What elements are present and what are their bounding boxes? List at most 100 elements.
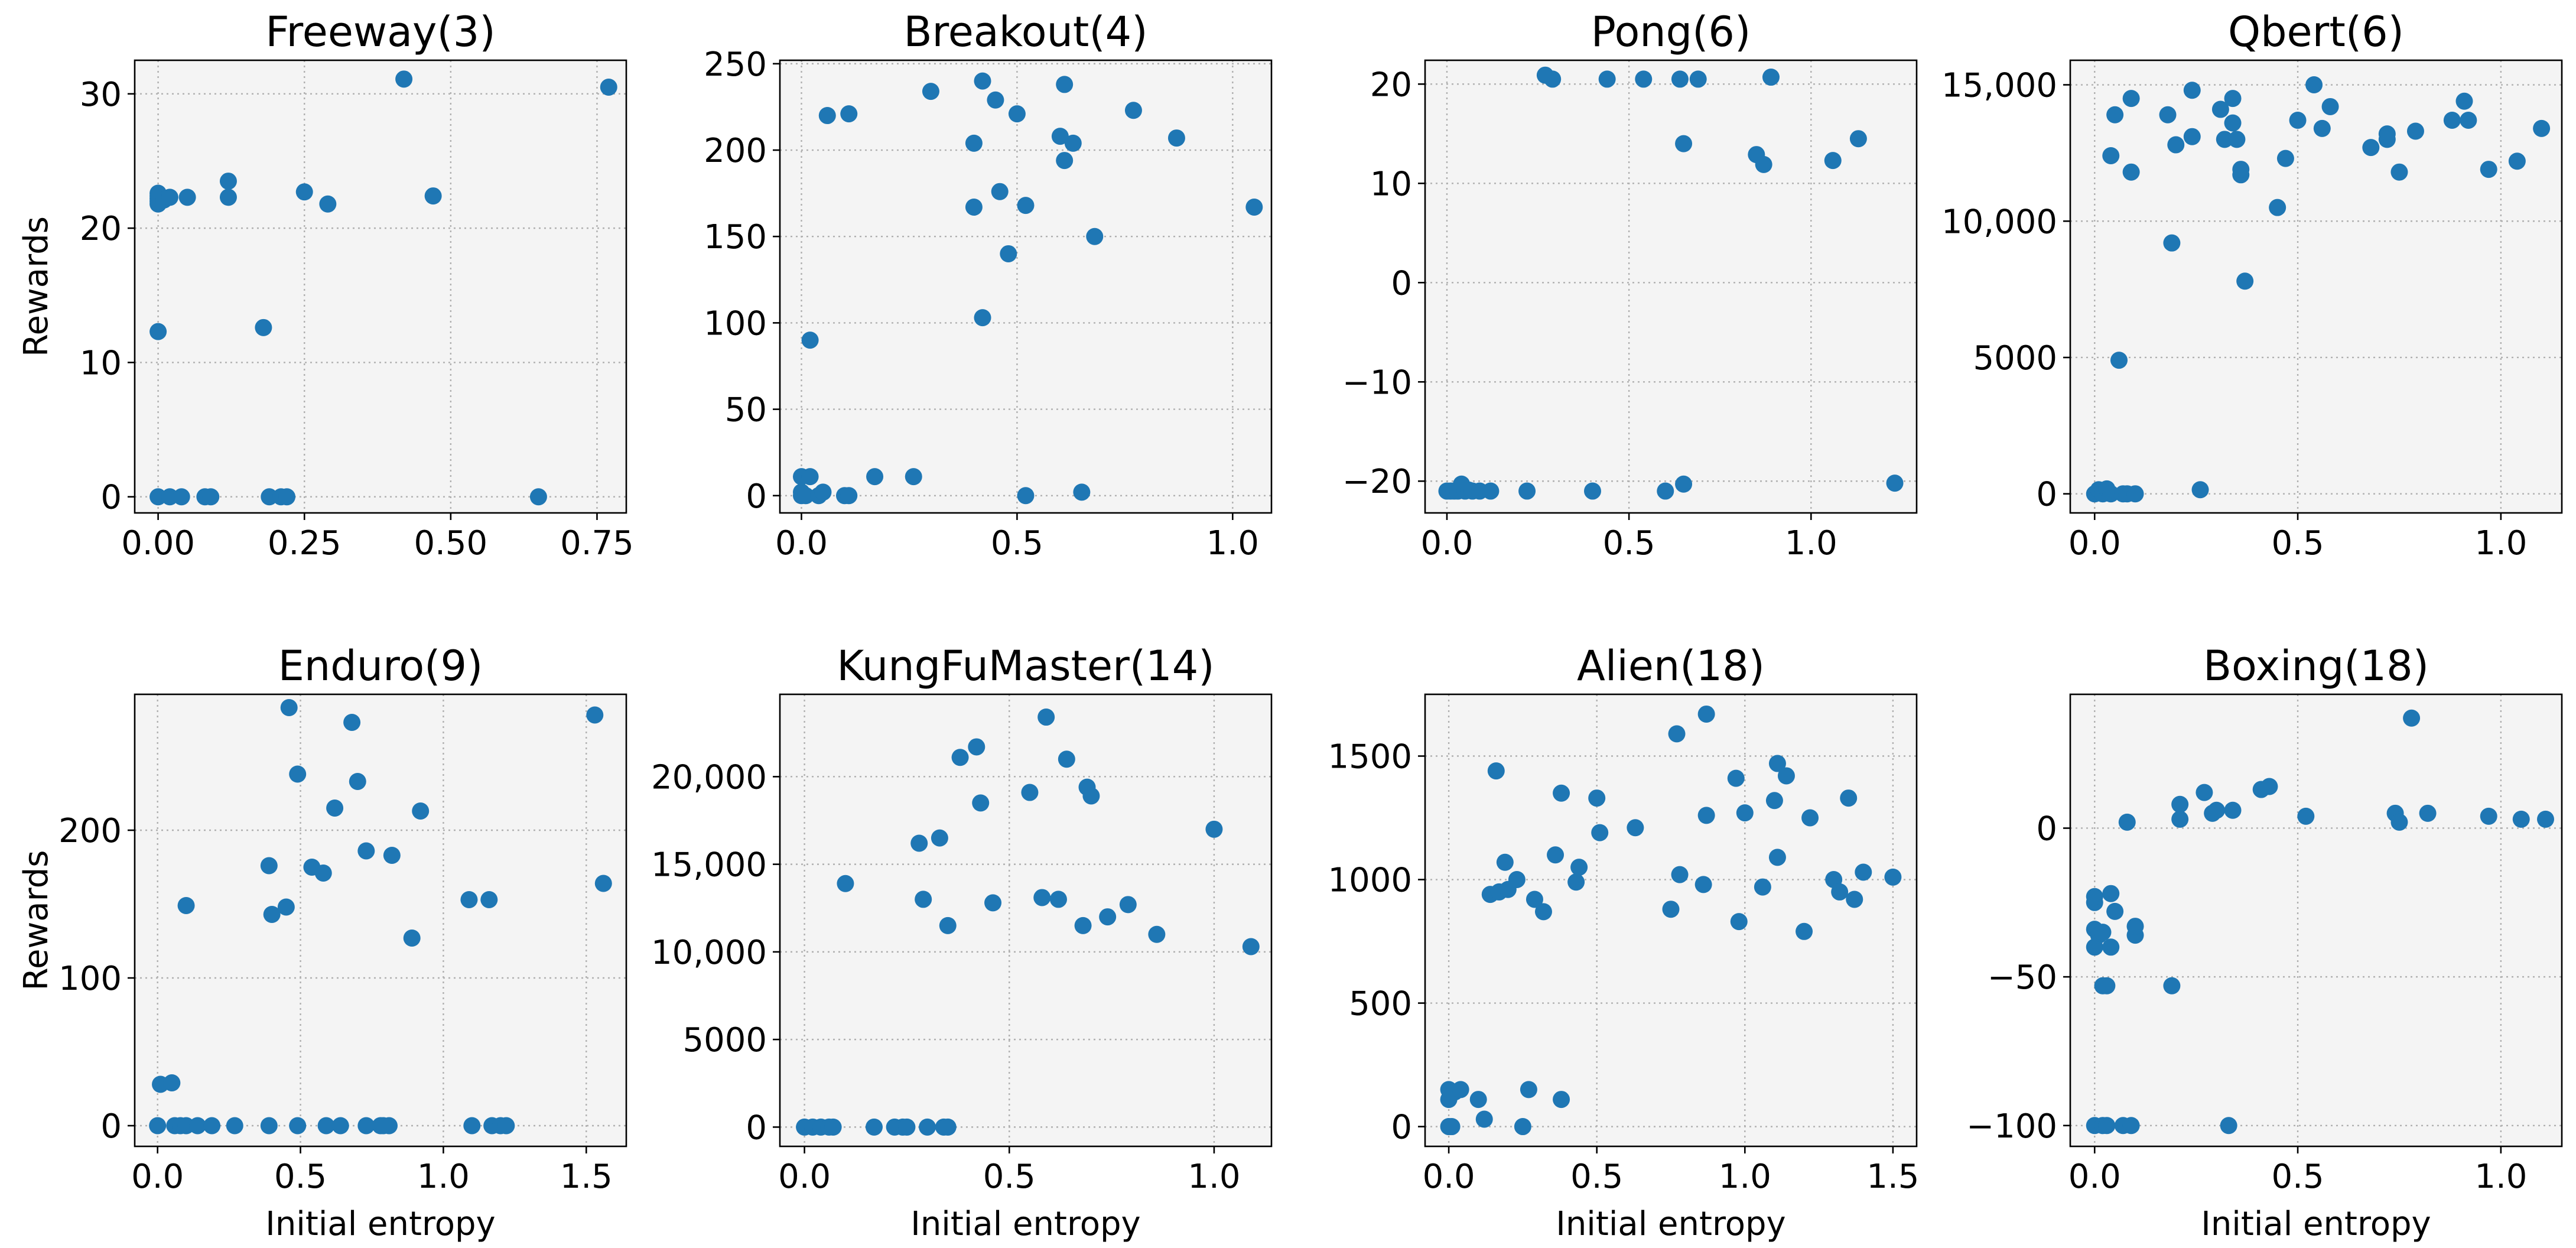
subplot-2: 0.0 0.5 1.0 0 50 100 150 200 250 Breakout(4) (704, 8, 1273, 563)
data-point (818, 107, 836, 125)
data-point (1242, 938, 1260, 956)
data-point (1768, 849, 1786, 866)
y-tick-label: 200 (704, 132, 767, 170)
y-tick-label: 20 (1370, 66, 1412, 104)
data-point (1846, 890, 1863, 908)
data-point (972, 794, 990, 812)
data-point (317, 1117, 335, 1135)
data-point (2098, 977, 2116, 994)
data-point (178, 188, 196, 206)
data-point (260, 1117, 278, 1135)
axes-frame (779, 693, 1273, 1148)
data-point (2269, 199, 2286, 216)
x-tick-label: 0.5 (1603, 524, 1655, 563)
x-axis-label: Initial entropy (1556, 1205, 1785, 1243)
data-point (984, 894, 1002, 912)
data-point (357, 1117, 375, 1135)
x-tick-label: 0.75 (560, 524, 634, 563)
data-point (1671, 866, 1689, 883)
data-point (460, 891, 478, 908)
data-point (840, 487, 858, 505)
data-point (1148, 925, 1166, 943)
data-point (1119, 896, 1137, 914)
data-point (797, 487, 815, 505)
data-point (1547, 846, 1565, 864)
data-point (991, 183, 1009, 200)
data-point (1021, 784, 1039, 801)
axes-frame (2069, 693, 2563, 1148)
data-point (919, 1118, 936, 1136)
x-tick-label: 1.0 (1188, 1158, 1240, 1196)
y-tick-label: 10,000 (1941, 203, 2057, 241)
data-point (2224, 801, 2242, 819)
data-point (277, 898, 295, 916)
data-point (529, 488, 547, 506)
x-tick-label: 0.5 (1570, 1158, 1623, 1196)
plot-area (1425, 60, 1917, 513)
data-point (866, 468, 884, 486)
x-tick-label: 0.5 (983, 1158, 1036, 1196)
y-tick-label: 150 (704, 218, 767, 256)
data-point (1570, 859, 1588, 876)
data-point (149, 323, 167, 340)
data-point (2224, 90, 2242, 108)
y-tick-label: 5000 (682, 1021, 767, 1060)
data-point (2455, 92, 2473, 110)
y-tick-label: 1500 (1328, 738, 1412, 776)
subplot-title: Pong(6) (1591, 8, 1751, 56)
x-tick-label: 0.50 (414, 524, 488, 563)
data-point (801, 332, 819, 349)
plot-area (135, 694, 626, 1146)
subplot-4: 0.0 0.5 1.0 0 5000 10,000 15,000 Qbert(6) (1941, 8, 2563, 563)
data-point (226, 1117, 243, 1135)
y-axis-label: Rewards (17, 850, 56, 991)
data-point (1884, 868, 1902, 886)
data-point (1245, 199, 1263, 216)
data-point (1694, 876, 1712, 893)
data-point (2260, 778, 2278, 795)
subplot-title: Breakout(4) (903, 8, 1147, 56)
data-point (280, 699, 298, 716)
data-point (939, 1118, 957, 1136)
data-point (2098, 1117, 2116, 1135)
y-tick-label: −50 (1988, 958, 2057, 997)
data-point (2321, 98, 2339, 115)
data-point (1518, 482, 1536, 500)
subplot-title: Qbert(6) (2228, 8, 2404, 56)
plot-area (780, 694, 1271, 1146)
data-point (357, 842, 375, 860)
data-point (2196, 784, 2213, 801)
x-tick-label: 0.25 (268, 524, 341, 563)
data-point (2313, 119, 2331, 137)
data-point (2122, 90, 2140, 108)
data-point (497, 1117, 515, 1135)
data-point (974, 72, 991, 90)
data-point (2419, 804, 2437, 822)
y-tick-label: 15,000 (651, 846, 767, 885)
x-axis-label: Initial entropy (910, 1205, 1140, 1243)
data-point (314, 864, 332, 882)
subplot-7: 0.0 0.5 1.0 1.5 0 500 1000 1500 Alien(18) Initial… (1328, 642, 1919, 1243)
data-point (2224, 114, 2242, 132)
x-tick-label: 0.00 (121, 524, 195, 563)
data-point (480, 891, 498, 908)
data-point (1017, 487, 1035, 505)
data-point (1762, 69, 1780, 86)
data-point (1768, 755, 1786, 772)
data-point (2106, 106, 2124, 124)
data-point (1082, 787, 1100, 805)
y-tick-label: 10,000 (651, 934, 767, 972)
data-point (1689, 70, 1707, 88)
subplot-5: 0.0 0.5 1.0 1.5 0 100 200 Enduro(9) Initial entr… (17, 642, 627, 1243)
data-point (2211, 100, 2229, 118)
data-point (915, 890, 932, 908)
x-tick-label: 1.0 (1785, 524, 1837, 563)
x-tick-label: 1.5 (560, 1158, 613, 1196)
y-tick-label: 500 (1349, 985, 1412, 1023)
data-point (1588, 789, 1606, 807)
data-point (173, 488, 190, 506)
y-tick-label: 20 (80, 210, 122, 248)
data-point (1598, 70, 1616, 88)
data-point (1056, 152, 1074, 170)
